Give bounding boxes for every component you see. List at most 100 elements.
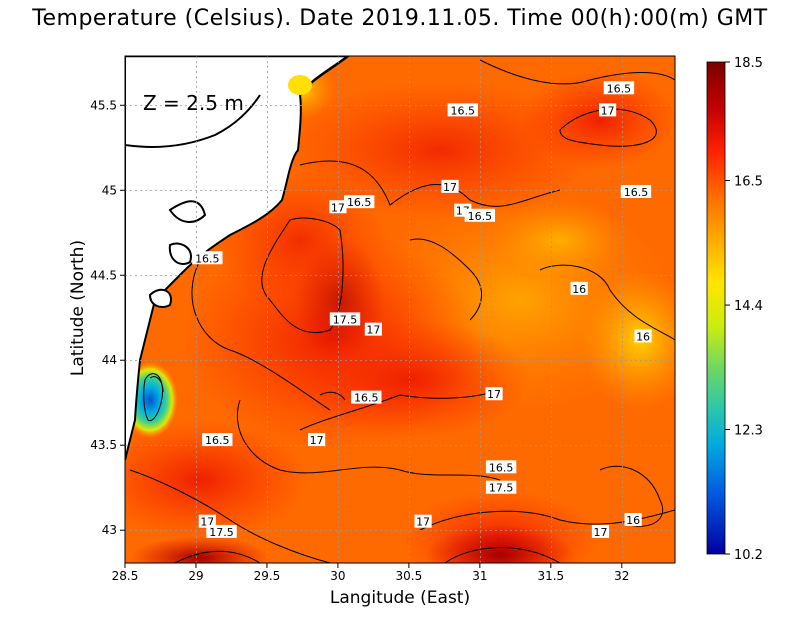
- colorbar-tick-label: 16.5: [734, 175, 763, 190]
- contour-label-box: [329, 200, 347, 214]
- y-tick-label: 44: [102, 353, 117, 367]
- contour-label-box: [441, 179, 459, 193]
- contour-label: 16: [570, 281, 588, 296]
- contour-label-box: [464, 208, 496, 222]
- contour-label-box: [570, 281, 588, 295]
- colorbar: [706, 61, 726, 555]
- contour-label-box: [364, 322, 382, 336]
- contour-label-box: [308, 433, 326, 447]
- contour-label-box: [634, 329, 652, 343]
- contour-label: 17: [598, 103, 617, 117]
- y-tick-label: 43.5: [90, 438, 117, 452]
- contour-label: 16.5: [351, 390, 382, 405]
- colorbar-tick-label: 12.3: [734, 424, 763, 439]
- contour-label-text: 16.5: [489, 461, 514, 474]
- contour-label: 17: [308, 433, 326, 447]
- contour-label: 16: [624, 512, 642, 527]
- temperature-field: [125, 56, 675, 563]
- contour-label-box: [414, 514, 432, 528]
- contour-label-text: 17: [443, 181, 457, 194]
- contour-label-text: 17.5: [489, 482, 514, 495]
- contour-label: 17: [329, 200, 347, 214]
- contour-label-box: [329, 312, 361, 326]
- contour-label-box: [351, 390, 382, 404]
- x-tick-label: 29: [188, 569, 203, 583]
- contour-label-box: [485, 387, 503, 401]
- contour-label: 16.5: [447, 103, 479, 117]
- contour-label: 17: [485, 387, 503, 401]
- contour-label-text: 16.5: [607, 82, 632, 95]
- colorbar-tick-label: 18.5: [734, 56, 763, 71]
- contour-label-box: [624, 512, 642, 526]
- contour-label-text: 17.5: [209, 526, 234, 539]
- x-axis: 28.5 29 29.5 30 30.5 31 31.5 32: [112, 563, 629, 583]
- contour-label: 16.5: [603, 81, 635, 95]
- contour-label-text: 17: [366, 324, 380, 337]
- x-tick-label: 32: [614, 569, 629, 583]
- contour-label-box: [206, 524, 237, 538]
- contour-label-box: [485, 460, 517, 474]
- contour-label-box: [192, 251, 223, 265]
- y-tick-label: 43: [102, 523, 117, 537]
- contour-label-text: 16.5: [451, 104, 476, 117]
- x-tick-label: 30: [330, 569, 345, 583]
- contour-label-box: [485, 480, 517, 494]
- contour-label-text: 16: [636, 330, 650, 343]
- y-tick-label: 44.5: [90, 268, 117, 282]
- contour-label: 16: [634, 329, 652, 343]
- contour-label: 17: [591, 524, 610, 539]
- contour-label-text: 16.5: [347, 196, 372, 209]
- contour-label-text: 16.5: [195, 252, 220, 265]
- contour-label-text: 16.5: [205, 434, 230, 447]
- contour-label: 17.5: [206, 524, 237, 539]
- contour-label: 17.5: [329, 312, 361, 326]
- contour-label-box: [603, 81, 635, 95]
- contour-label-text: 17: [601, 104, 615, 117]
- y-axis: 43 43.5 44 44.5 45 45.5: [90, 98, 125, 537]
- x-tick-label: 28.5: [112, 569, 139, 583]
- x-tick-label: 31.5: [537, 569, 564, 583]
- contour-label: 16.5: [620, 184, 652, 199]
- contour-label-box: [202, 433, 233, 447]
- contour-label-text: 17.5: [333, 313, 358, 326]
- x-tick-label: 31: [472, 569, 487, 583]
- contour-label: 16.5: [192, 251, 223, 265]
- contour-label-text: 16: [626, 514, 640, 527]
- plot-frame: [124, 55, 676, 564]
- contour-label-box: [198, 514, 216, 528]
- x-axis-label: Langitude (East): [329, 588, 471, 608]
- contour-lines: [129, 59, 675, 563]
- y-tick-label: 45.5: [90, 98, 117, 112]
- contour-label-text: 17: [416, 516, 430, 529]
- contour-label-text: 17: [487, 388, 501, 401]
- contour-label-text: 17: [310, 434, 324, 447]
- x-tick-label: 30.5: [396, 569, 423, 583]
- y-axis-label: Latitude (North): [68, 239, 88, 377]
- contour-label-box: [591, 524, 610, 538]
- y-tick-label: 45: [102, 183, 117, 197]
- contour-label-text: 16.5: [624, 186, 649, 199]
- contour-label-text: 16.5: [468, 210, 493, 223]
- colorbar-tick-label: 10.2: [734, 548, 763, 563]
- contour-label-box: [598, 103, 617, 117]
- depth-label: Z = 2.5 m: [143, 91, 244, 115]
- contour-label-text: 17: [593, 526, 607, 539]
- contour-label-box: [447, 103, 479, 117]
- contour-label: 17: [414, 514, 432, 529]
- contour-label-box: [343, 195, 375, 209]
- contour-label-text: 17: [331, 201, 345, 214]
- contour-label: 16.5: [464, 208, 496, 223]
- colorbar-ticks: 18.5 16.5 14.4 12.3 10.2: [725, 56, 763, 563]
- x-tick-label: 29.5: [254, 569, 281, 583]
- contour-label-text: 16.5: [354, 392, 379, 405]
- contour-label: 17.5: [485, 480, 517, 495]
- contour-label: 16.5: [202, 433, 233, 447]
- contour-label: 17: [441, 179, 459, 194]
- contour-label: 16.5: [485, 460, 517, 474]
- contour-label: 17: [364, 322, 382, 337]
- map-title: Temperature (Celsius). Date 2019.11.05. …: [32, 6, 768, 31]
- contour-label: 16.5: [343, 195, 375, 209]
- contour-label-box: [620, 184, 652, 198]
